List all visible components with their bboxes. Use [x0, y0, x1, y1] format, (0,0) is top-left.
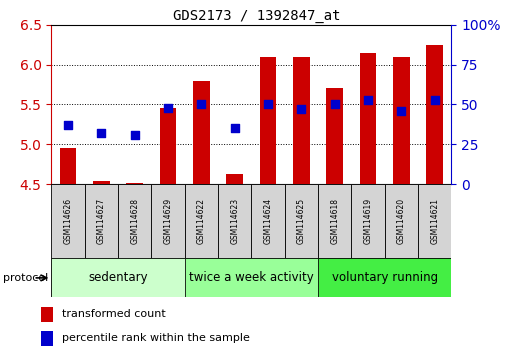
Point: [197, 102, 205, 107]
Bar: [85, 184, 118, 258]
Text: GSM114619: GSM114619: [364, 198, 372, 244]
Bar: [118, 184, 151, 258]
Bar: [326, 88, 343, 184]
Bar: [218, 184, 251, 258]
Point: [397, 108, 405, 114]
Bar: [318, 258, 451, 297]
Text: GSM114623: GSM114623: [230, 198, 239, 244]
Bar: [41, 307, 53, 322]
Bar: [285, 184, 318, 258]
Point: [264, 102, 272, 107]
Point: [230, 125, 239, 131]
Point: [297, 106, 305, 112]
Text: GSM114627: GSM114627: [97, 198, 106, 244]
Bar: [193, 81, 210, 184]
Text: percentile rank within the sample: percentile rank within the sample: [62, 333, 250, 343]
Text: GSM114620: GSM114620: [397, 198, 406, 244]
Text: GDS2173 / 1392847_at: GDS2173 / 1392847_at: [173, 9, 340, 23]
Bar: [385, 184, 418, 258]
Bar: [93, 181, 110, 184]
Bar: [393, 57, 410, 184]
Point: [97, 130, 105, 136]
Bar: [418, 184, 451, 258]
Text: GSM114628: GSM114628: [130, 198, 139, 244]
Bar: [126, 183, 143, 184]
Text: GSM114621: GSM114621: [430, 198, 439, 244]
Text: voluntary running: voluntary running: [332, 272, 438, 284]
Bar: [260, 57, 277, 184]
Bar: [251, 184, 285, 258]
Point: [364, 97, 372, 102]
Bar: [318, 184, 351, 258]
Bar: [160, 108, 176, 184]
Point: [430, 97, 439, 102]
Text: transformed count: transformed count: [62, 309, 166, 319]
Bar: [185, 258, 318, 297]
Point: [330, 102, 339, 107]
Bar: [360, 53, 377, 184]
Point: [130, 132, 139, 137]
Bar: [41, 331, 53, 346]
Bar: [60, 148, 76, 184]
Text: protocol: protocol: [3, 273, 48, 283]
Bar: [51, 258, 185, 297]
Bar: [226, 174, 243, 184]
Bar: [426, 45, 443, 184]
Bar: [151, 184, 185, 258]
Text: GSM114625: GSM114625: [297, 198, 306, 244]
Bar: [185, 184, 218, 258]
Bar: [293, 57, 310, 184]
Bar: [51, 184, 85, 258]
Point: [164, 105, 172, 110]
Text: GSM114622: GSM114622: [197, 198, 206, 244]
Text: twice a week activity: twice a week activity: [189, 272, 314, 284]
Text: GSM114626: GSM114626: [64, 198, 72, 244]
Point: [64, 122, 72, 128]
Bar: [351, 184, 385, 258]
Text: GSM114624: GSM114624: [264, 198, 272, 244]
Text: sedentary: sedentary: [88, 272, 148, 284]
Text: GSM114618: GSM114618: [330, 198, 339, 244]
Text: GSM114629: GSM114629: [164, 198, 172, 244]
